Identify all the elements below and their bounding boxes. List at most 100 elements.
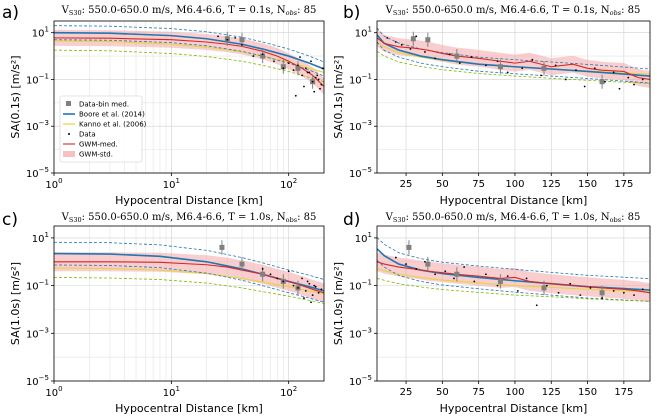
data-point (535, 304, 538, 307)
data-point (306, 71, 309, 74)
axes-frame (376, 225, 651, 382)
panel-title: VS30: 550.0-650.0 m/s, M6.4-6.6, T = 1.0… (61, 212, 317, 224)
y-axis-label: SA(1.0s) [m/s²] (9, 262, 22, 345)
data-point (303, 297, 305, 299)
x-axis-label: Hypocentral Distance [km] (440, 402, 588, 415)
data-point (321, 67, 324, 70)
y-tick-label: 10−3 (349, 119, 372, 133)
x-tick-label: 102 (280, 385, 297, 399)
data-point (470, 56, 473, 59)
x-tick-label: 175 (614, 387, 633, 398)
data-point (618, 87, 621, 90)
data-point (310, 301, 312, 304)
y-tick-label: 10−3 (349, 326, 372, 340)
data-point (569, 282, 572, 285)
data-point (525, 277, 528, 280)
y-tick-label: 10−1 (349, 279, 372, 293)
x-tick-label: 25 (400, 387, 413, 398)
data-point (485, 273, 487, 276)
x-tick-label: 101 (163, 177, 180, 191)
data-point (633, 294, 635, 297)
data-point (317, 78, 320, 81)
data-point (458, 62, 461, 65)
kanno-line (54, 267, 324, 295)
data-bin-marker (454, 53, 460, 59)
x-tick-label: 101 (163, 385, 180, 399)
boore-lower-line (377, 259, 650, 302)
data-point (516, 290, 519, 292)
legend-label-gwm-med: GWM-med. (79, 141, 118, 149)
boore-upper-line (377, 237, 650, 280)
plot-area (377, 27, 650, 90)
y-tick-label: 10−3 (26, 119, 49, 133)
data-point (531, 58, 534, 61)
boore-upper-line (54, 25, 324, 63)
data-point (424, 260, 426, 263)
data-point (311, 80, 314, 83)
boore-line (377, 34, 650, 77)
axes-frame (53, 20, 325, 174)
y-axis-label: SA(0.1s) [m/s²] (9, 55, 22, 138)
x-axis-label: Hypocentral Distance [km] (115, 402, 263, 415)
data-point (434, 273, 436, 276)
data-point (604, 80, 606, 83)
data-point (308, 71, 311, 74)
y-tick-label: 101 (32, 231, 49, 245)
data-point (415, 268, 418, 270)
y-tick-label: 10−5 (349, 374, 372, 388)
data-point (557, 291, 560, 294)
x-tick-label: 75 (472, 179, 485, 190)
y-tick-label: 101 (355, 231, 372, 245)
x-tick-label: 150 (578, 387, 597, 398)
kanno-lower-line (377, 278, 650, 302)
data-point (540, 74, 542, 77)
data-point (463, 266, 466, 268)
x-tick-label: 50 (436, 387, 449, 398)
gwm-median-line (54, 261, 324, 294)
data-point (292, 284, 295, 287)
data-point (485, 64, 487, 67)
data-point (564, 78, 567, 81)
data-point (313, 284, 316, 287)
grid (377, 226, 650, 382)
legend-label-kanno-et-al-2006: Kanno et al. (2006) (79, 121, 147, 129)
data-point (297, 64, 299, 67)
data-point (287, 62, 290, 65)
y-tick-label: 10−3 (26, 326, 49, 340)
x-tick-label: 50 (436, 179, 449, 190)
data-point (601, 297, 603, 299)
data-bin-marker (425, 37, 431, 43)
panel-label: b) (343, 3, 360, 23)
data-bin-marker (454, 271, 460, 277)
x-tick-label: 25 (400, 179, 413, 190)
kanno-lower-line (54, 277, 324, 304)
boore-upper-line (377, 27, 650, 70)
data-point (409, 48, 412, 50)
data-point (304, 290, 307, 292)
data-point (276, 277, 279, 280)
data-point (320, 288, 323, 291)
data-point (217, 35, 219, 38)
data-point (261, 53, 264, 56)
data-point (299, 56, 301, 59)
data-point (506, 275, 509, 278)
panel-label: d) (343, 210, 360, 230)
data-point (575, 69, 577, 72)
boore-upper-line (54, 241, 324, 280)
gwm-median-line (377, 261, 650, 294)
data-point (444, 270, 447, 273)
y-tick-label: 10−1 (349, 72, 372, 86)
y-tick-label: 101 (355, 26, 372, 40)
x-tick-label: 100 (45, 177, 62, 191)
data-point (314, 285, 317, 288)
data-point (311, 294, 314, 297)
gwm-std-band (54, 252, 324, 303)
data-point (314, 76, 317, 79)
data-point (496, 284, 499, 287)
x-axis-label: Hypocentral Distance [km] (440, 194, 588, 207)
legend-gwm-std-symbol (63, 151, 75, 157)
data-point (612, 71, 615, 74)
data-point (317, 291, 320, 294)
panel-label: a) (2, 3, 19, 23)
data-point (241, 44, 243, 46)
